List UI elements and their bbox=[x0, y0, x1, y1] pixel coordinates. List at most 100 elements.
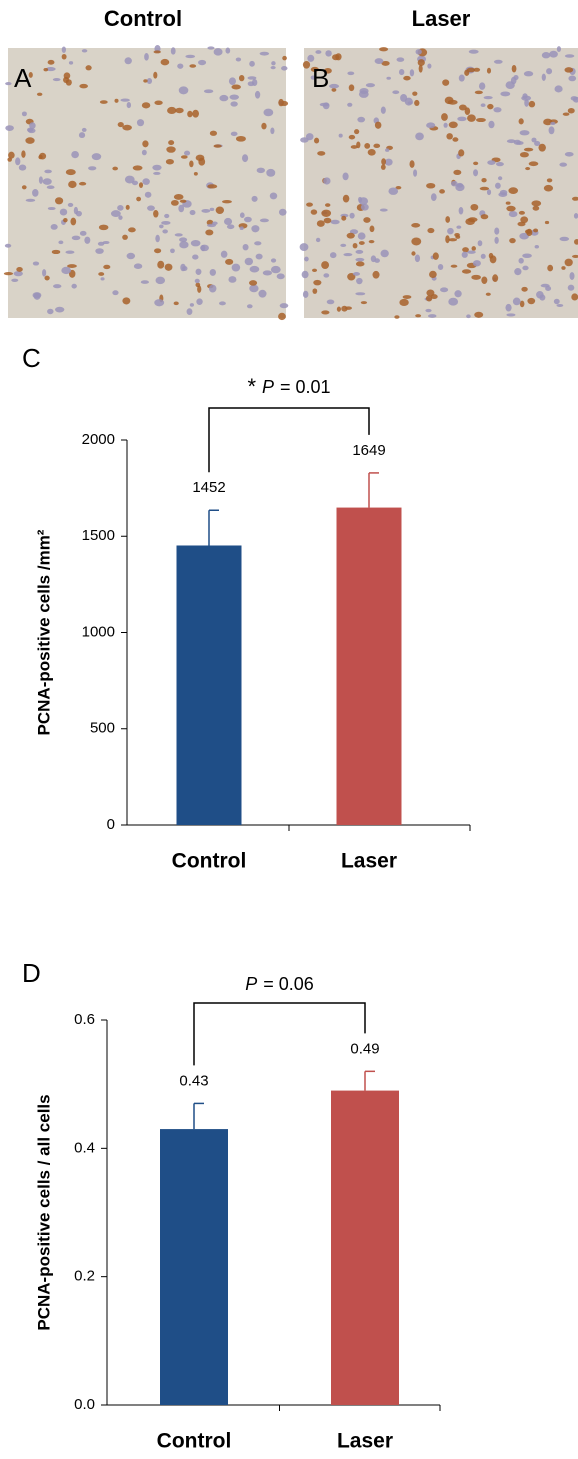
nucleus bbox=[316, 220, 325, 227]
nucleus bbox=[546, 68, 553, 75]
nucleus bbox=[178, 86, 189, 95]
nucleus bbox=[446, 133, 453, 140]
nucleus bbox=[574, 239, 578, 245]
nucleus bbox=[315, 50, 322, 54]
nucleus bbox=[445, 216, 451, 223]
nucleus bbox=[343, 253, 353, 257]
nucleus bbox=[312, 268, 318, 273]
nucleus bbox=[450, 180, 458, 187]
nucleus bbox=[495, 182, 501, 189]
nucleus bbox=[330, 219, 340, 225]
nucleus bbox=[112, 166, 119, 171]
nucleus bbox=[251, 78, 258, 86]
nucleus bbox=[412, 91, 418, 96]
nucleus bbox=[489, 255, 497, 264]
nucleus bbox=[81, 49, 88, 53]
nucleus bbox=[481, 178, 487, 183]
nucleus bbox=[144, 53, 149, 61]
nucleus bbox=[493, 107, 502, 113]
nucleus bbox=[154, 299, 165, 307]
nucleus bbox=[506, 313, 516, 317]
nucleus bbox=[26, 127, 34, 133]
nucleus bbox=[136, 119, 145, 127]
nucleus bbox=[573, 213, 578, 219]
nucleus bbox=[373, 143, 381, 149]
nucleus bbox=[299, 243, 309, 251]
nucleus bbox=[198, 157, 206, 166]
nucleus bbox=[470, 203, 479, 211]
nucleus bbox=[467, 217, 478, 223]
bar bbox=[331, 1090, 399, 1405]
y-tick-label: 0.4 bbox=[74, 1139, 95, 1156]
nucleus bbox=[349, 212, 355, 219]
nucleus bbox=[541, 73, 546, 81]
nucleus bbox=[43, 67, 49, 72]
nucleus bbox=[407, 101, 413, 105]
nucleus bbox=[468, 49, 479, 54]
nucleus bbox=[562, 112, 570, 116]
nucleus bbox=[458, 104, 467, 111]
nucleus bbox=[456, 182, 464, 188]
nucleus bbox=[360, 203, 369, 211]
nucleus bbox=[487, 103, 494, 110]
nucleus bbox=[212, 221, 218, 225]
nucleus bbox=[473, 169, 479, 177]
nucleus bbox=[65, 169, 76, 176]
nucleus bbox=[458, 149, 465, 157]
nucleus bbox=[528, 100, 536, 108]
nucleus bbox=[556, 46, 562, 52]
nucleus bbox=[522, 253, 532, 259]
annotation-text: = 0.01 bbox=[280, 377, 331, 397]
nucleus bbox=[194, 278, 200, 284]
nucleus bbox=[122, 234, 128, 240]
nucleus bbox=[329, 83, 340, 89]
nucleus bbox=[437, 263, 444, 271]
nucleus bbox=[505, 201, 511, 205]
nucleus bbox=[33, 292, 41, 300]
nucleus bbox=[231, 84, 241, 90]
nucleus bbox=[534, 140, 541, 147]
nucleus bbox=[317, 151, 326, 156]
panel-title: Control bbox=[104, 6, 182, 31]
nucleus bbox=[235, 135, 246, 142]
nucleus bbox=[462, 247, 469, 253]
nucleus bbox=[569, 272, 575, 280]
nucleus bbox=[44, 169, 52, 174]
nucleus bbox=[190, 239, 201, 247]
nucleus bbox=[524, 98, 529, 107]
nucleus bbox=[215, 206, 225, 215]
nucleus bbox=[458, 206, 464, 215]
nucleus bbox=[531, 137, 537, 143]
nucleus bbox=[356, 277, 363, 285]
nucleus bbox=[367, 149, 376, 156]
nucleus bbox=[270, 66, 276, 70]
nucleus bbox=[396, 57, 405, 62]
nucleus bbox=[279, 303, 289, 309]
nucleus bbox=[16, 267, 23, 272]
nucleus bbox=[508, 211, 518, 218]
nucleus bbox=[262, 270, 273, 276]
nucleus bbox=[65, 79, 72, 86]
nucleus bbox=[473, 161, 479, 166]
nucleus bbox=[570, 96, 578, 101]
panel-letter: C bbox=[22, 343, 41, 373]
nucleus bbox=[61, 266, 72, 275]
nucleus bbox=[518, 257, 524, 264]
annotation-p: P bbox=[262, 377, 274, 397]
nucleus bbox=[269, 192, 278, 200]
nucleus bbox=[471, 274, 481, 280]
nucleus bbox=[205, 229, 214, 236]
nucleus bbox=[44, 275, 50, 281]
nucleus bbox=[310, 209, 318, 215]
nucleus bbox=[228, 276, 237, 283]
nucleus bbox=[479, 186, 490, 191]
nucleus bbox=[347, 102, 353, 107]
nucleus bbox=[354, 129, 360, 135]
nucleus bbox=[543, 184, 554, 192]
nucleus bbox=[388, 187, 399, 195]
nucleus bbox=[522, 93, 528, 99]
nucleus bbox=[347, 272, 356, 281]
nucleus bbox=[120, 98, 130, 102]
nucleus bbox=[544, 220, 550, 225]
nucleus bbox=[185, 54, 196, 59]
